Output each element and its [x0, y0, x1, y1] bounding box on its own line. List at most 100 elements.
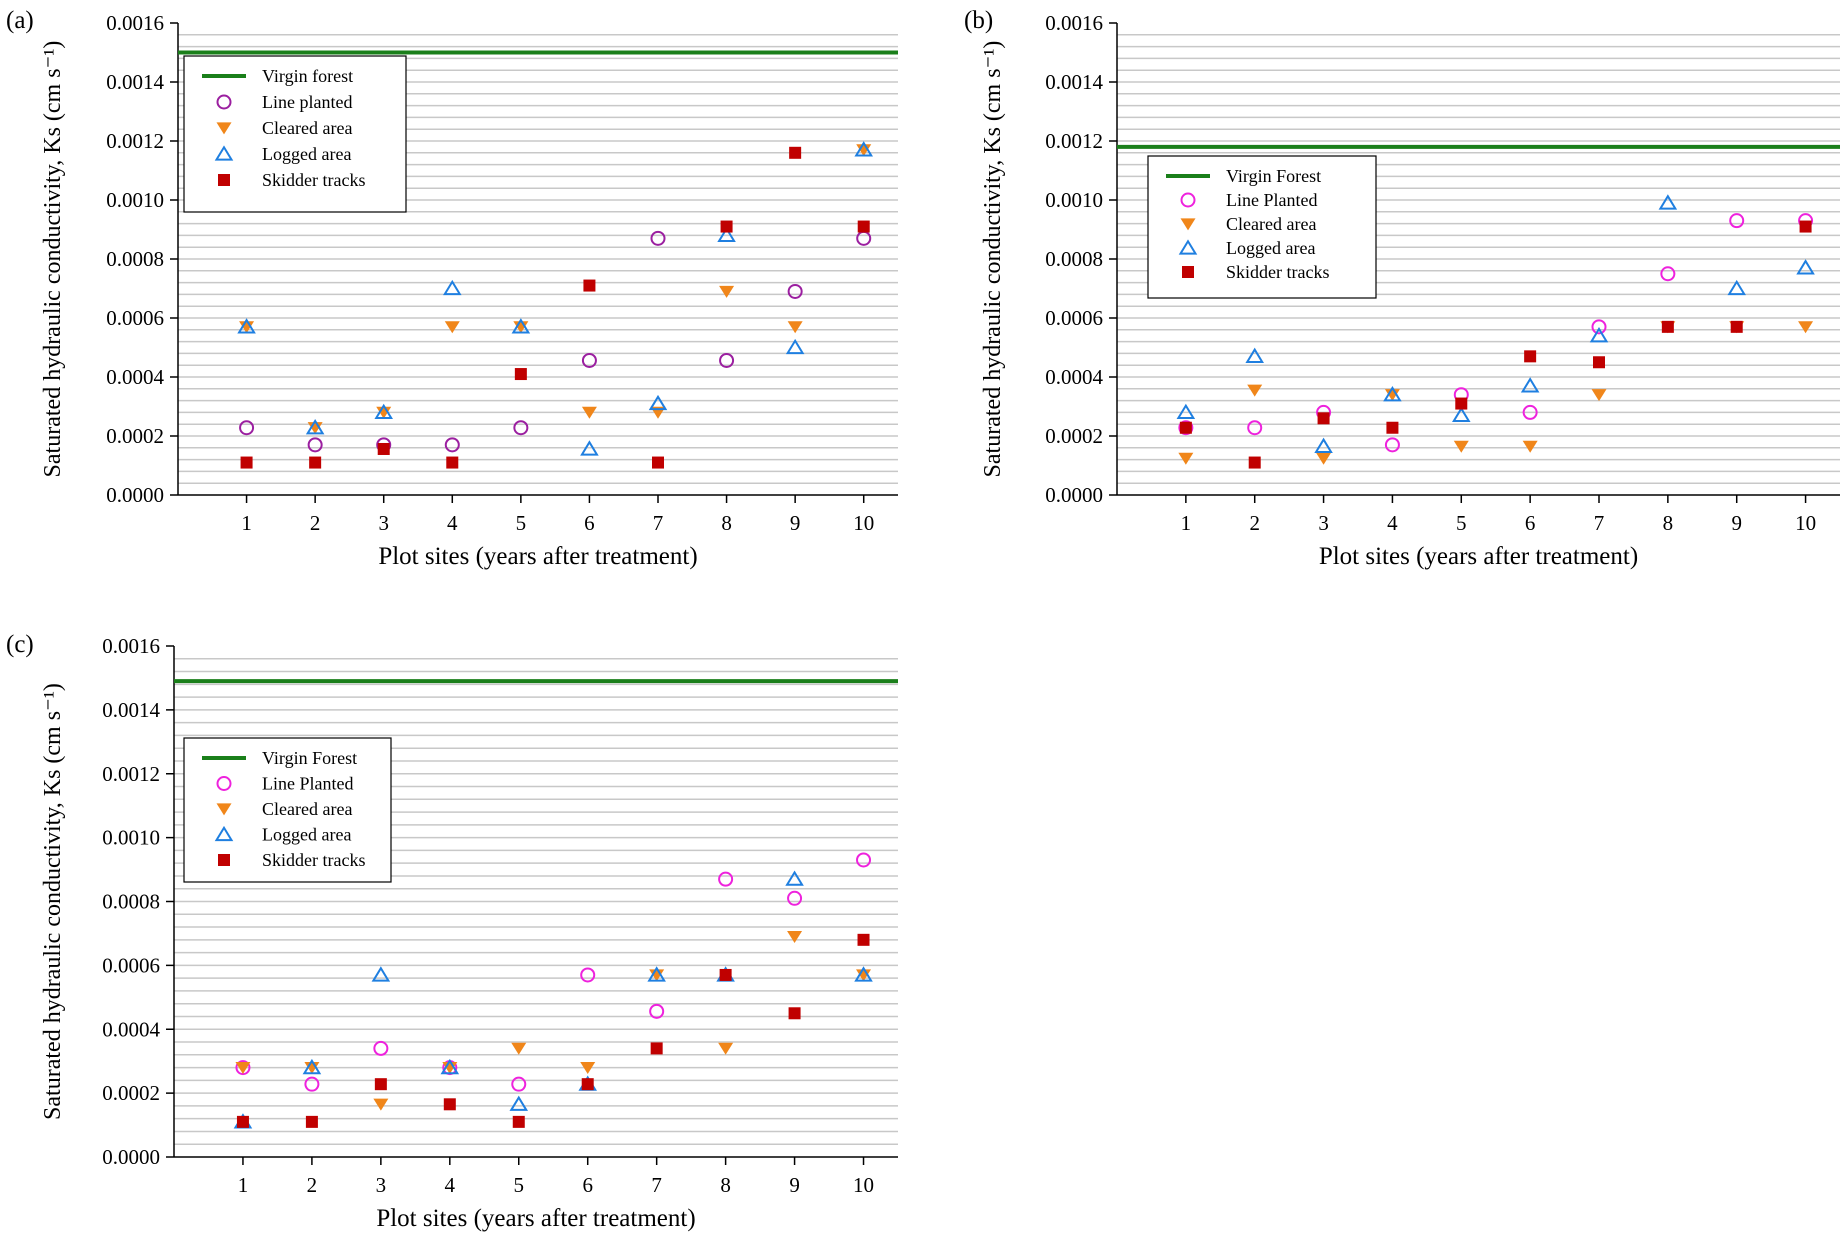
data-point	[1799, 220, 1812, 233]
y-tick-label: 0.0006	[1045, 306, 1103, 330]
data-point	[514, 368, 527, 381]
y-tick-label: 0.0002	[102, 1081, 160, 1105]
x-tick-label: 7	[651, 1173, 662, 1197]
data-point	[581, 1078, 594, 1091]
data-point	[444, 321, 460, 334]
data-point	[583, 279, 596, 292]
legend-label: Logged area	[262, 144, 351, 164]
data-point	[719, 352, 735, 368]
data-point	[1727, 279, 1746, 296]
data-point	[787, 890, 803, 906]
y-tick-label: 0.0016	[106, 11, 164, 35]
x-tick-label: 3	[1318, 511, 1329, 535]
y-tick-label: 0.0014	[102, 698, 160, 722]
y-axis-title: Saturated hydraulic conductivity, Ks (cm…	[40, 41, 66, 478]
data-point	[1520, 377, 1540, 393]
data-point	[717, 226, 736, 243]
x-axis-title: Plot sites (years after treatment)	[378, 543, 697, 570]
data-point	[511, 1076, 527, 1092]
series-logged-area	[1176, 194, 1815, 453]
data-point	[307, 422, 323, 435]
data-point	[309, 456, 322, 469]
legend-swatch	[216, 776, 232, 791]
data-point	[236, 1115, 249, 1128]
data-point	[1589, 327, 1609, 343]
legend-swatch	[216, 122, 232, 135]
data-point	[305, 1115, 318, 1128]
data-point	[581, 406, 597, 419]
x-tick-label: 8	[1663, 511, 1674, 535]
x-tick-label: 4	[447, 511, 458, 535]
legend-label: Cleared area	[262, 799, 352, 819]
data-point	[719, 968, 732, 981]
x-tick-label: 5	[516, 511, 527, 535]
data-point	[580, 1061, 596, 1074]
data-point	[1591, 319, 1607, 335]
y-tick-label: 0.0010	[1045, 188, 1103, 212]
panel-label: (a)	[6, 7, 34, 34]
data-point	[239, 321, 255, 334]
data-point	[373, 1098, 389, 1111]
legend-swatch	[216, 803, 232, 816]
data-point	[512, 1115, 525, 1128]
x-axis-title: Plot sites (years after treatment)	[376, 1205, 695, 1232]
data-point	[1660, 266, 1676, 282]
x-tick-label: 5	[1456, 511, 1467, 535]
data-point	[718, 871, 734, 887]
data-point	[854, 966, 873, 982]
y-tick-label: 0.0002	[1045, 424, 1103, 448]
data-point	[304, 1061, 320, 1074]
series-logged-area	[237, 141, 873, 456]
data-point	[1452, 406, 1471, 422]
legend-swatch	[1178, 239, 1198, 255]
series-line-planted	[1178, 213, 1814, 453]
data-point	[1658, 194, 1678, 210]
legend: Virgin forest Line planted Cleared area Log…	[183, 55, 407, 213]
data-point	[1384, 437, 1400, 453]
y-tick-label: 0.0000	[102, 1145, 160, 1169]
legend-swatch	[216, 94, 232, 110]
x-tick-label: 2	[1249, 511, 1260, 535]
x-tick-label: 9	[789, 1173, 800, 1197]
data-point	[1593, 356, 1605, 369]
data-point	[1247, 420, 1263, 436]
legend-swatch	[1180, 192, 1196, 208]
data-point	[787, 283, 803, 299]
x-tick-label: 10	[1795, 511, 1816, 535]
data-point	[1179, 421, 1192, 434]
data-point	[302, 1058, 322, 1075]
legend: Virgin Forest Line Planted Cleared area Log…	[183, 737, 392, 883]
x-tick-label: 1	[238, 1173, 249, 1197]
y-tick-label: 0.0006	[102, 953, 160, 977]
data-point	[856, 144, 872, 157]
data-point	[444, 437, 460, 453]
y-tick-label: 0.0014	[106, 70, 164, 94]
data-point	[443, 279, 462, 296]
data-point	[718, 1042, 734, 1055]
legend-swatch	[218, 854, 230, 866]
data-point	[856, 230, 872, 246]
x-tick-label: 2	[307, 1173, 318, 1197]
y-tick-label: 0.0004	[106, 365, 164, 389]
y-tick-label: 0.0008	[106, 247, 164, 271]
data-point	[371, 966, 391, 982]
y-tick-label: 0.0012	[102, 762, 160, 786]
data-point	[1383, 386, 1402, 402]
data-point	[376, 406, 392, 419]
data-point	[1730, 320, 1743, 333]
x-tick-label: 8	[721, 511, 732, 535]
data-point	[789, 146, 802, 159]
data-point	[1796, 259, 1815, 275]
x-tick-label: 7	[653, 511, 664, 535]
data-point	[1178, 452, 1194, 465]
legend-label: Virgin Forest	[262, 748, 357, 768]
data-point	[240, 456, 253, 469]
series-line-planted	[235, 852, 872, 1092]
x-tick-label: 10	[853, 511, 874, 535]
y-tick-label: 0.0000	[106, 483, 164, 507]
chart-panel-3: 0.0000 0.0002 0.0004 0.0006 0.0008 0.0010 0.00…	[6, 631, 898, 1232]
y-tick-label: 0.0012	[106, 129, 164, 153]
y-axis-title: Saturated hydraulic conductivity, Ks (cm…	[40, 683, 66, 1120]
y-tick-label: 0.0008	[102, 890, 160, 914]
